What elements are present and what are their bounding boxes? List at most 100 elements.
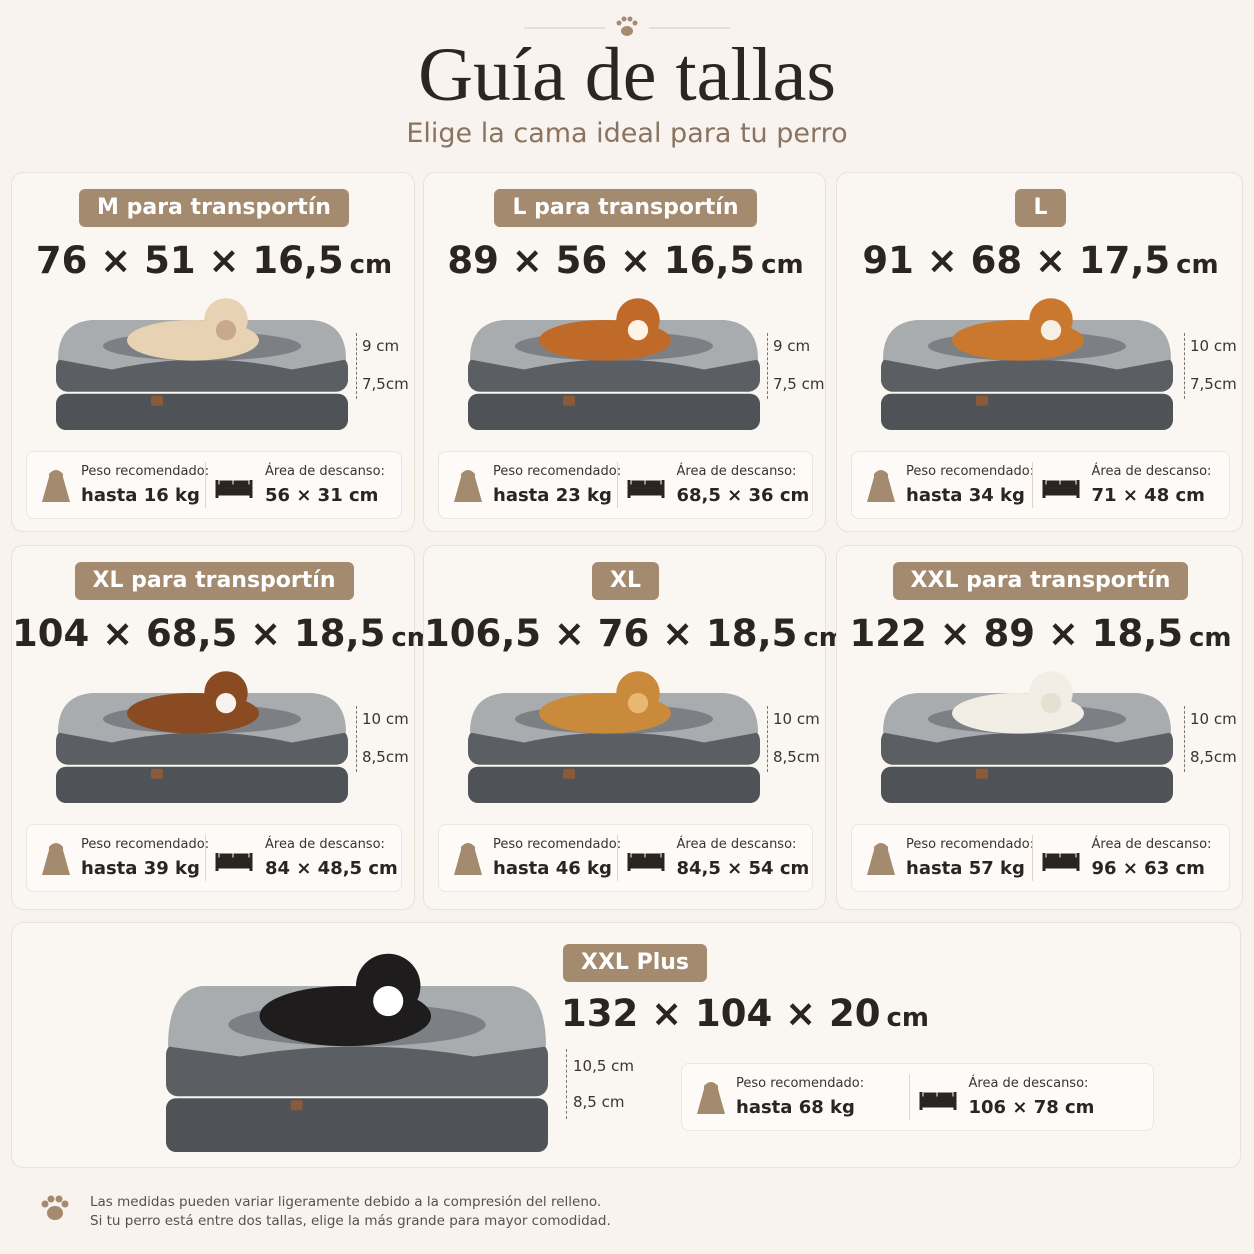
area-label: Área de descanso: — [676, 837, 797, 852]
bed-image — [56, 671, 348, 803]
height-bottom: 8,5 cm — [573, 1093, 625, 1111]
height-line — [356, 706, 357, 772]
area-icon — [919, 1092, 956, 1110]
area-value: 56 × 31 cm — [265, 485, 379, 506]
bed-image — [881, 671, 1173, 803]
dog-muzzle — [627, 320, 649, 341]
footer-note: Si tu perro está entre dos tallas, elige… — [90, 1213, 611, 1229]
dog-head — [1029, 298, 1073, 342]
weight-icon — [454, 843, 482, 875]
info-box: Peso recomendado: hasta 39 kg Área de desc… — [26, 824, 402, 892]
bed-image — [468, 298, 760, 430]
dimensions-unit: cm — [1189, 623, 1232, 653]
area-icon — [1042, 480, 1079, 498]
dog-muzzle — [1040, 320, 1062, 341]
info-box: Peso recomendado: hasta 16 kg Área de desc… — [26, 451, 402, 519]
badge-wrap: XL para transportín — [12, 562, 416, 600]
area-value: 84 × 48,5 cm — [265, 858, 398, 879]
dog-muzzle — [373, 986, 404, 1017]
weight-label: Peso recomendado: — [906, 837, 1035, 852]
weight-icon-shape — [42, 843, 70, 875]
weight-icon-shape — [867, 470, 895, 502]
area-value: 96 × 63 cm — [1091, 858, 1205, 879]
dog-head — [616, 298, 660, 342]
badge-wrap: L para transportín — [424, 189, 827, 227]
height-top: 10 cm — [1190, 337, 1237, 355]
weight-label: Peso recomendado: — [493, 464, 622, 479]
dog-muzzle — [1040, 693, 1062, 714]
weight-icon-shape — [867, 843, 895, 875]
area-label: Área de descanso: — [265, 464, 385, 479]
area-label: Área de descanso: — [968, 1076, 1089, 1091]
height-top: 10 cm — [773, 710, 820, 728]
dimensions-value: 106,5 × 76 × 18,5 — [424, 612, 798, 655]
area-icon-shape — [215, 480, 253, 498]
dimensions: 122 × 89 × 18,5 cm — [837, 609, 1244, 663]
height-line — [1184, 706, 1185, 772]
area-label: Área de descanso: — [265, 837, 385, 852]
height-top: 10 cm — [362, 710, 409, 728]
weight-value: hasta 16 kg — [81, 485, 200, 506]
dimensions: 89 × 56 × 16,5 cm — [424, 236, 827, 290]
title: Guía de tallas — [418, 33, 836, 117]
header-ornament — [524, 16, 730, 36]
bed-top — [166, 1042, 548, 1097]
dog-muzzle — [627, 693, 649, 714]
size-badge: XL — [592, 562, 659, 600]
dimensions-value: 132 × 104 × 20 — [561, 992, 881, 1035]
height-top: 9 cm — [362, 337, 400, 355]
dimensions-unit: cm — [349, 250, 393, 280]
weight-icon — [867, 470, 895, 502]
area-icon — [215, 853, 253, 871]
bed-logo — [151, 768, 163, 779]
size-badge: L — [1015, 189, 1066, 227]
area-value: 84,5 × 54 cm — [676, 858, 810, 879]
badge-wrap: XL — [424, 562, 827, 600]
footer-paw — [41, 1195, 69, 1220]
bed-base — [56, 393, 348, 430]
dimensions: 104 × 68,5 × 18,5 cm — [12, 609, 434, 663]
dimensions-value: 91 × 68 × 17,5 — [862, 239, 1171, 282]
info-divider — [1031, 835, 1033, 881]
dimensions: 76 × 51 × 16,5 cm — [12, 236, 416, 290]
bed-image — [881, 298, 1173, 430]
height-bottom: 7,5cm — [1190, 375, 1237, 393]
area-icon-shape — [627, 853, 664, 871]
size-badge: XXL Plus — [563, 944, 708, 982]
bed-base — [56, 766, 348, 803]
weight-icon — [867, 843, 895, 875]
area-icon-shape — [627, 480, 664, 498]
weight-value: hasta 57 kg — [906, 858, 1025, 879]
badge-wrap: L — [837, 189, 1244, 227]
weight-value: hasta 34 kg — [906, 485, 1025, 506]
badge-wrap: M para transportín — [12, 189, 416, 227]
bed-logo — [290, 1100, 303, 1111]
dimensions-value: 122 × 89 × 18,5 — [849, 612, 1184, 655]
size-card: L para transportín 89 × 56 × 16,5 cm 9 cm 7,… — [423, 172, 826, 532]
bed-logo — [976, 768, 988, 779]
weight-icon — [42, 843, 70, 875]
dimensions-value: 89 × 56 × 16,5 — [447, 239, 756, 282]
dimensions: 91 × 68 × 17,5 cm — [837, 236, 1244, 290]
size-card: L 91 × 68 × 17,5 cm 10 cm 7,5cm Peso recomend… — [836, 172, 1243, 532]
area-value: 106 × 78 cm — [968, 1097, 1095, 1118]
size-badge: L para transportín — [494, 189, 757, 227]
bed-image — [468, 671, 760, 803]
height-bottom: 8,5cm — [1190, 748, 1237, 766]
area-value: 71 × 48 cm — [1091, 485, 1205, 506]
subtitle: Elige la cama ideal para tu perro — [406, 118, 848, 149]
weight-icon — [42, 470, 70, 502]
bed-logo — [151, 395, 163, 406]
height-line — [1184, 333, 1185, 399]
dimensions-unit: cm — [886, 1003, 930, 1033]
height-top: 9 cm — [773, 337, 811, 355]
area-icon-shape — [1042, 853, 1079, 871]
bed-base — [468, 766, 760, 803]
weight-icon — [454, 470, 482, 502]
weight-value: hasta 23 kg — [493, 485, 612, 506]
height-top: 10 cm — [1190, 710, 1237, 728]
height-bottom: 8,5cm — [362, 748, 409, 766]
dog-muzzle — [215, 693, 237, 714]
info-divider — [908, 1074, 910, 1120]
footer-note: Las medidas pueden variar ligeramente de… — [90, 1194, 602, 1210]
